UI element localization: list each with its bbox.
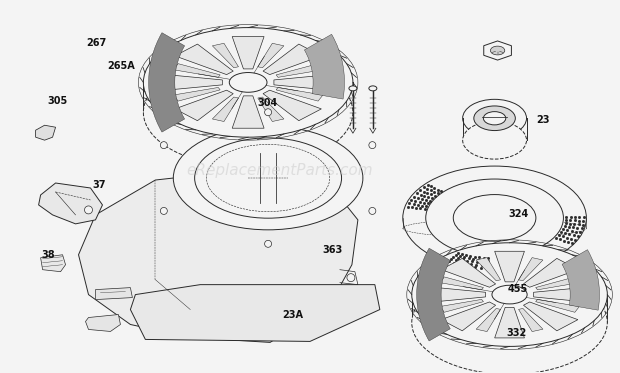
Ellipse shape [403,166,587,270]
Ellipse shape [490,46,505,55]
Text: 324: 324 [508,209,528,219]
Text: 455: 455 [508,284,528,294]
Ellipse shape [412,271,608,373]
Polygon shape [441,258,495,287]
Text: 332: 332 [507,328,527,338]
Polygon shape [518,308,543,332]
Polygon shape [213,43,239,68]
Text: 304: 304 [257,98,278,108]
Ellipse shape [195,138,342,218]
Ellipse shape [349,86,357,91]
Text: 37: 37 [92,180,106,189]
Polygon shape [263,44,321,75]
Polygon shape [258,97,284,122]
Polygon shape [484,41,512,60]
Text: 363: 363 [322,245,343,255]
Polygon shape [440,300,484,312]
Ellipse shape [484,112,506,125]
Circle shape [369,142,376,148]
Text: 267: 267 [86,38,106,48]
Polygon shape [523,258,578,287]
Polygon shape [518,258,543,281]
Polygon shape [536,300,579,312]
Text: 265A: 265A [107,61,135,71]
Ellipse shape [143,28,353,137]
Polygon shape [495,251,525,282]
Polygon shape [95,288,133,300]
Ellipse shape [453,195,536,241]
Polygon shape [276,64,323,77]
Polygon shape [35,125,56,140]
Polygon shape [175,90,233,121]
Text: 23A: 23A [282,310,303,320]
Ellipse shape [369,86,377,91]
Text: 23: 23 [536,115,549,125]
Polygon shape [38,183,102,224]
Circle shape [265,240,272,247]
Ellipse shape [143,57,353,167]
Ellipse shape [426,179,564,257]
Polygon shape [174,87,220,101]
Circle shape [347,274,355,282]
Circle shape [84,206,92,214]
Circle shape [369,207,376,214]
Polygon shape [274,74,336,91]
Circle shape [161,207,167,214]
Polygon shape [440,277,484,290]
Polygon shape [263,90,321,121]
Wedge shape [304,34,345,99]
Polygon shape [174,64,220,77]
Polygon shape [232,37,264,69]
Ellipse shape [492,285,527,304]
Text: eReplacementParts.com: eReplacementParts.com [186,163,373,178]
Wedge shape [417,248,450,341]
Polygon shape [175,44,233,75]
Polygon shape [130,285,380,341]
Polygon shape [40,255,66,272]
Polygon shape [534,287,591,303]
Polygon shape [258,43,284,68]
Polygon shape [213,97,239,122]
Ellipse shape [463,121,526,159]
Polygon shape [476,258,500,281]
Polygon shape [536,277,579,290]
Wedge shape [149,33,185,132]
Polygon shape [161,74,223,91]
Polygon shape [232,96,264,128]
Text: 38: 38 [41,250,55,260]
Circle shape [161,142,167,148]
Polygon shape [428,287,485,303]
Ellipse shape [463,99,526,137]
Ellipse shape [474,106,515,131]
Wedge shape [562,250,600,310]
Polygon shape [441,302,495,331]
Ellipse shape [229,72,267,92]
Polygon shape [495,307,525,338]
Polygon shape [79,178,363,342]
Ellipse shape [412,243,608,347]
Ellipse shape [174,126,363,230]
Polygon shape [476,308,500,332]
Polygon shape [523,302,578,331]
Circle shape [265,109,272,116]
Polygon shape [276,87,323,101]
Polygon shape [86,314,120,332]
Text: 305: 305 [47,96,68,106]
